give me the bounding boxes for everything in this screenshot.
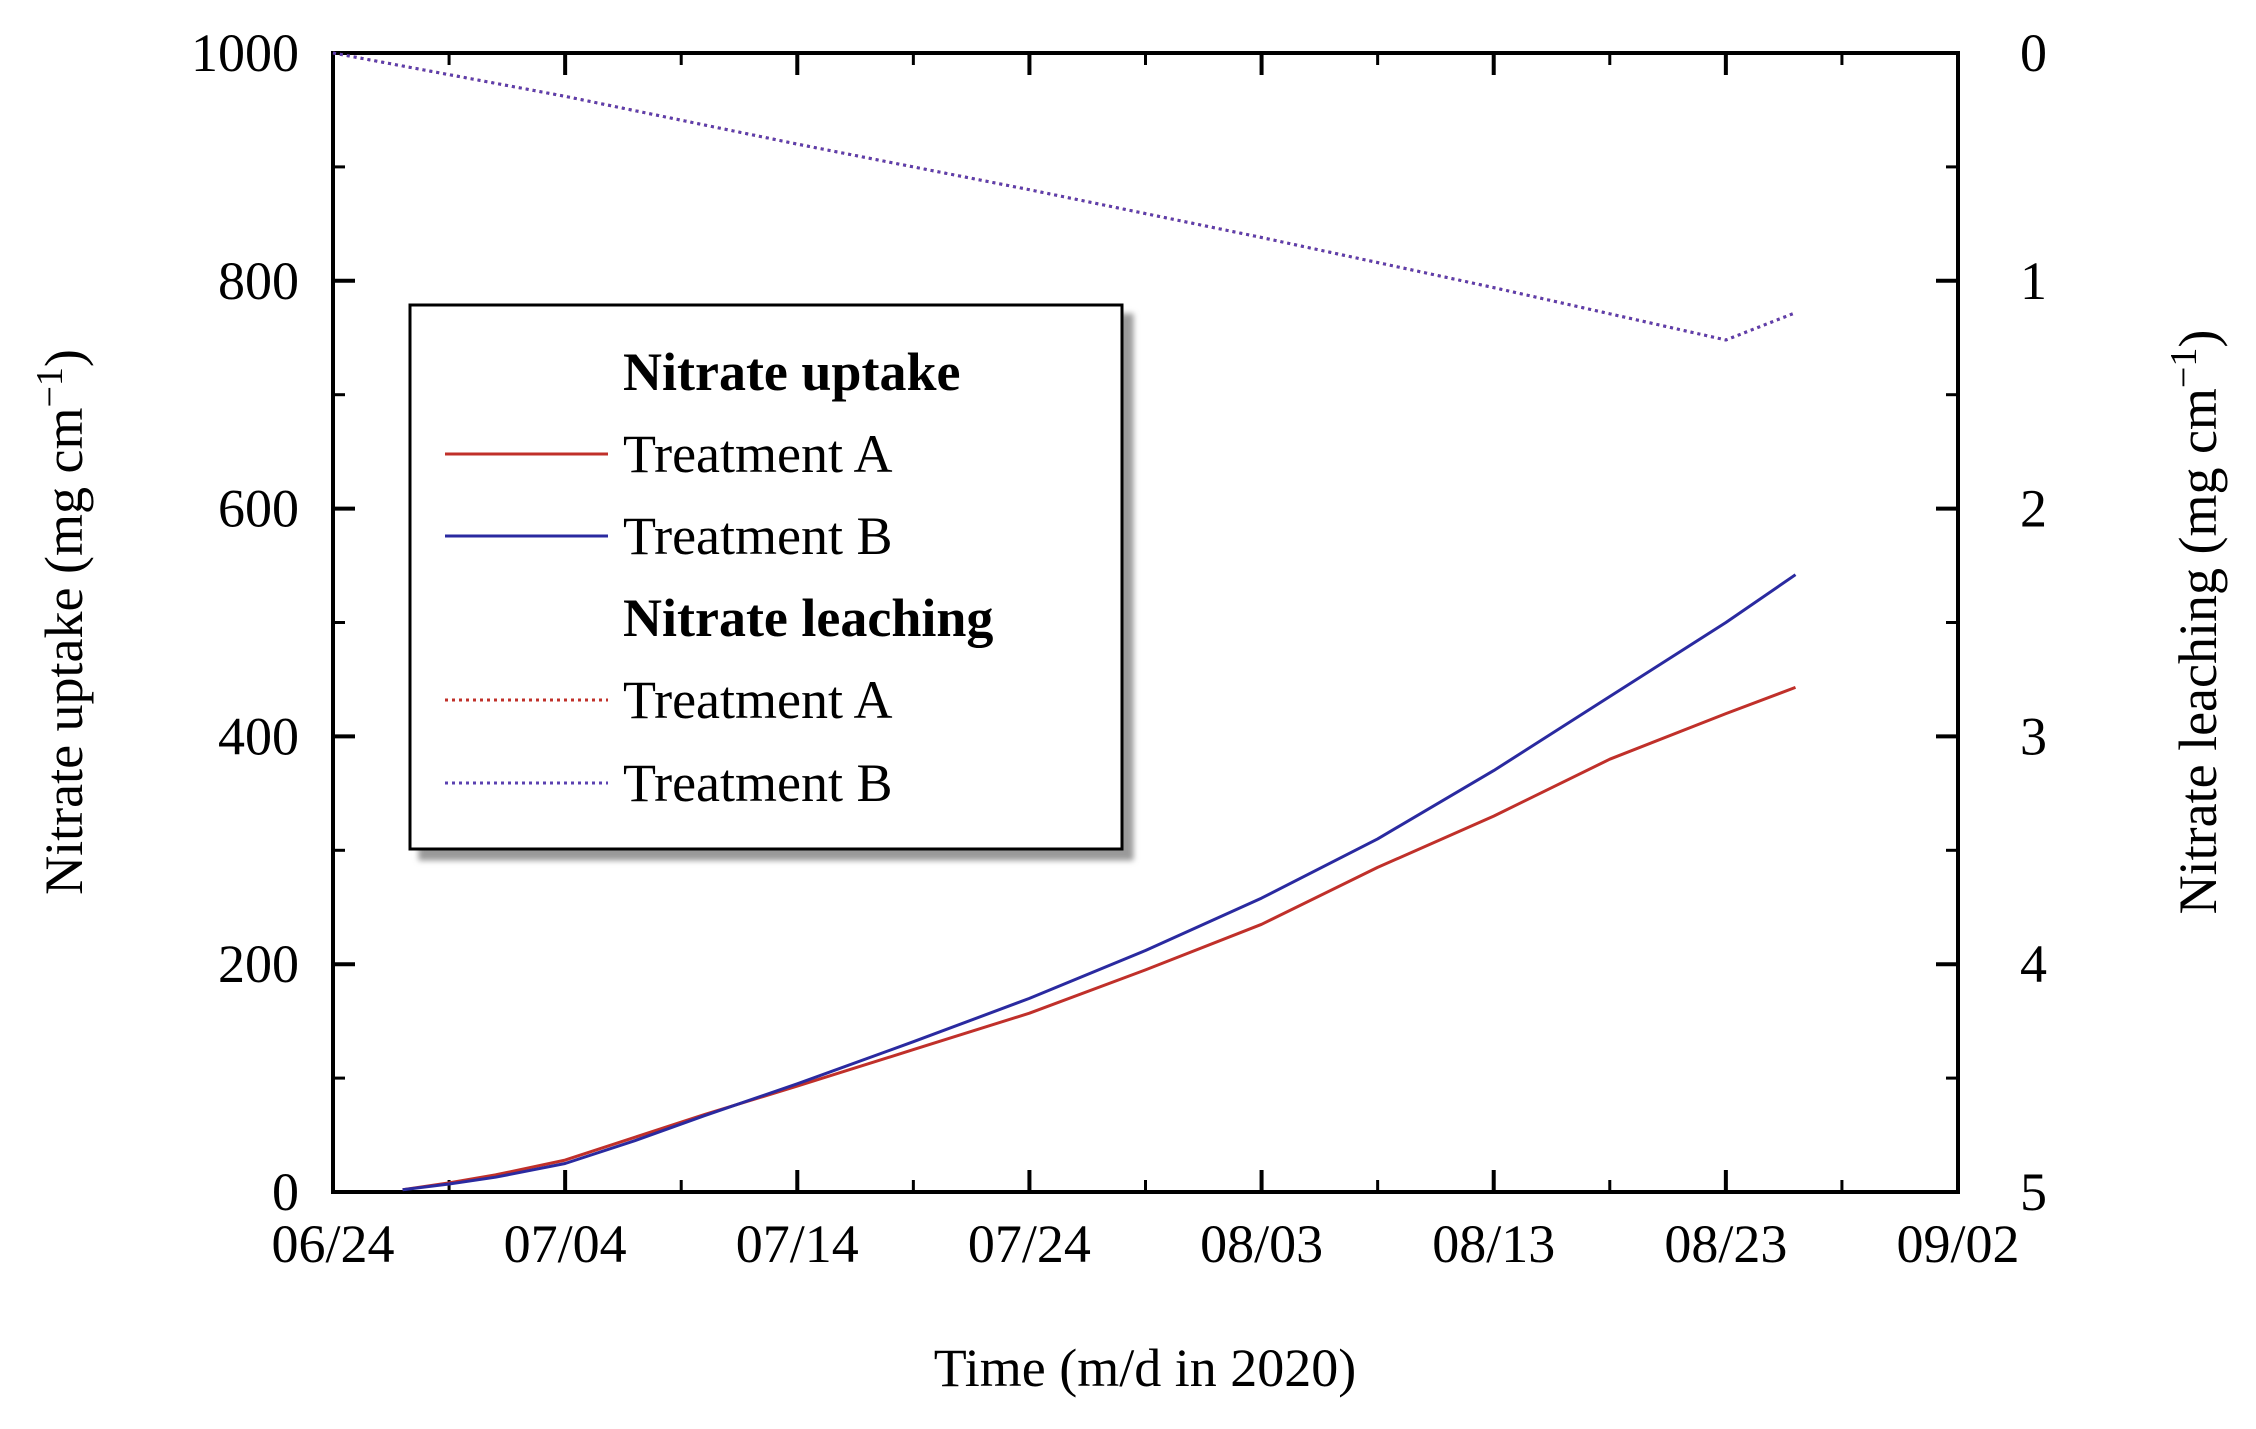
x-axis-title: Time (m/d in 2020)	[934, 1338, 1357, 1398]
y-right-axis-title-group: Nitrate leaching (mg cm−1)	[2163, 330, 2228, 915]
legend-header-uptake: Nitrate uptake	[623, 342, 960, 402]
y-left-tick-label: 200	[218, 934, 299, 994]
y-right-tick-label: 0	[2020, 23, 2047, 83]
y-left-tick-label: 0	[272, 1162, 299, 1222]
y-left-axis-title-group: Nitrate uptake (mg cm−1)	[29, 349, 94, 895]
y-right-tick-label: 2	[2020, 479, 2047, 539]
y-left-axis-title-close: )	[34, 349, 94, 367]
legend-header-leaching: Nitrate leaching	[623, 588, 993, 648]
series-lines	[332, 51, 1797, 1192]
series-line-nitrate-uptake-treatment-b	[402, 573, 1797, 1192]
y-right-axis-title-sup: −1	[2163, 348, 2205, 388]
series-line-nitrate-leaching-treatment-b	[332, 51, 1797, 342]
legend-label-leaching-a: Treatment A	[623, 670, 893, 730]
y-right-tick-label: 4	[2020, 934, 2047, 994]
y-right-axis-title-close: )	[2168, 330, 2228, 348]
x-tick-label: 08/23	[1664, 1214, 1787, 1274]
y-left-axis-title-sup: −1	[29, 367, 71, 407]
x-tick-label: 08/13	[1432, 1214, 1555, 1274]
legend: Nitrate uptake Treatment A Treatment B N…	[408, 303, 1124, 851]
x-tick-label: 08/03	[1200, 1214, 1323, 1274]
y-right-axis-title-main: Nitrate leaching (mg cm	[2168, 388, 2228, 914]
legend-label-uptake-a: Treatment A	[623, 424, 893, 484]
y-left-tick-label: 1000	[191, 23, 299, 83]
legend-label-leaching-b: Treatment B	[623, 753, 893, 813]
x-tick-label: 07/04	[504, 1214, 627, 1274]
x-tick-label: 09/02	[1896, 1214, 2019, 1274]
axis-ticks: 06/24 07/04 07/14 07/24 08/03 08/13 08/23 09/02…	[191, 23, 2047, 1274]
y-left-tick-label: 400	[218, 706, 299, 766]
series-line-nitrate-uptake-treatment-a	[402, 685, 1797, 1192]
y-right-tick-label: 1	[2020, 251, 2047, 311]
y-right-tick-label: 3	[2020, 706, 2047, 766]
x-tick-label: 07/14	[736, 1214, 859, 1274]
y-left-tick-label: 800	[218, 251, 299, 311]
legend-box	[408, 303, 1124, 851]
x-tick-label: 07/24	[968, 1214, 1091, 1274]
y-left-axis-title-main: Nitrate uptake (mg cm	[34, 408, 94, 895]
y-right-tick-label: 5	[2020, 1162, 2047, 1222]
y-left-tick-label: 600	[218, 479, 299, 539]
y-right-axis-title: Nitrate leaching (mg cm−1)	[2163, 330, 2228, 915]
x-tick-label: 06/24	[271, 1214, 394, 1274]
y-left-axis-title: Nitrate uptake (mg cm−1)	[29, 349, 94, 895]
legend-label-uptake-b: Treatment B	[623, 506, 893, 566]
series-line-nitrate-leaching-treatment-a	[332, 51, 1797, 342]
